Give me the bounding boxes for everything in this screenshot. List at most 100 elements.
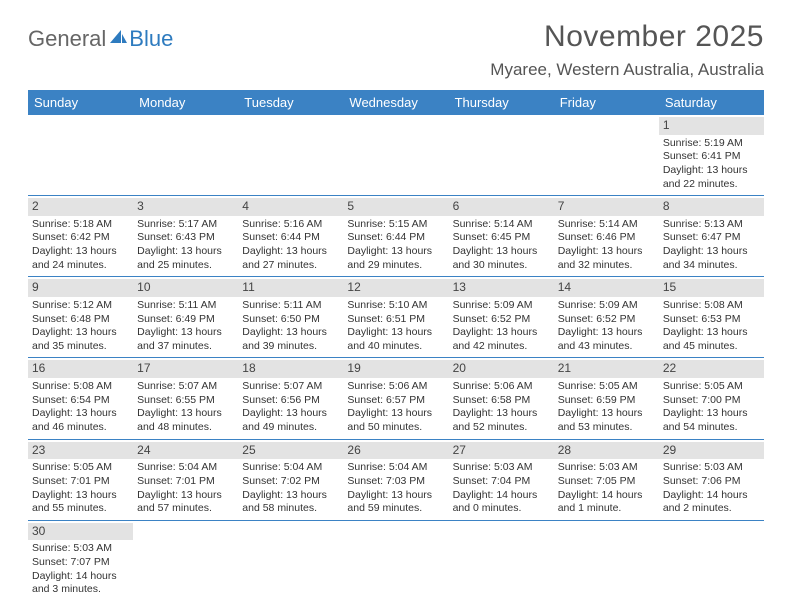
sunrise-text: Sunrise: 5:16 AM (242, 218, 339, 232)
calendar-cell: 13Sunrise: 5:09 AMSunset: 6:52 PMDayligh… (449, 277, 554, 357)
calendar-cell: 9Sunrise: 5:12 AMSunset: 6:48 PMDaylight… (28, 277, 133, 357)
day-number (449, 117, 554, 135)
day-number: 26 (343, 442, 448, 460)
day-number: 30 (28, 523, 133, 541)
logo-text-general: General (28, 26, 106, 52)
sunset-text: Sunset: 6:44 PM (347, 231, 444, 245)
week-row: 16Sunrise: 5:08 AMSunset: 6:54 PMDayligh… (28, 358, 764, 439)
calendar-page: General Blue November 2025 Myaree, Weste… (0, 0, 792, 611)
daylight-text: Daylight: 13 hours and 27 minutes. (242, 245, 339, 272)
sunrise-text: Sunrise: 5:08 AM (663, 299, 760, 313)
daylight-text: Daylight: 13 hours and 50 minutes. (347, 407, 444, 434)
day-number: 8 (659, 198, 764, 216)
sunset-text: Sunset: 6:55 PM (137, 394, 234, 408)
sunrise-text: Sunrise: 5:19 AM (663, 137, 760, 151)
sunset-text: Sunset: 7:04 PM (453, 475, 550, 489)
day-number (28, 117, 133, 135)
sunrise-text: Sunrise: 5:15 AM (347, 218, 444, 232)
day-number: 7 (554, 198, 659, 216)
logo-sail-icon (106, 26, 129, 52)
calendar-cell: 16Sunrise: 5:08 AMSunset: 6:54 PMDayligh… (28, 358, 133, 438)
calendar-cell: 22Sunrise: 5:05 AMSunset: 7:00 PMDayligh… (659, 358, 764, 438)
daylight-text: Daylight: 13 hours and 43 minutes. (558, 326, 655, 353)
calendar-cell: 7Sunrise: 5:14 AMSunset: 6:46 PMDaylight… (554, 196, 659, 276)
sunrise-text: Sunrise: 5:03 AM (453, 461, 550, 475)
logo-text-blue: Blue (129, 26, 173, 52)
weeks-container: 1Sunrise: 5:19 AMSunset: 6:41 PMDaylight… (28, 115, 764, 601)
calendar-cell-empty (238, 115, 343, 195)
daylight-text: Daylight: 13 hours and 29 minutes. (347, 245, 444, 272)
daylight-text: Daylight: 13 hours and 48 minutes. (137, 407, 234, 434)
day-number: 27 (449, 442, 554, 460)
calendar-cell: 15Sunrise: 5:08 AMSunset: 6:53 PMDayligh… (659, 277, 764, 357)
sunset-text: Sunset: 6:45 PM (453, 231, 550, 245)
calendar-cell-empty (238, 521, 343, 601)
day-number: 4 (238, 198, 343, 216)
daylight-text: Daylight: 13 hours and 57 minutes. (137, 489, 234, 516)
day-number (554, 117, 659, 135)
day-number: 3 (133, 198, 238, 216)
sunset-text: Sunset: 6:57 PM (347, 394, 444, 408)
daylight-text: Daylight: 13 hours and 25 minutes. (137, 245, 234, 272)
calendar-cell: 21Sunrise: 5:05 AMSunset: 6:59 PMDayligh… (554, 358, 659, 438)
calendar-cell-empty (343, 521, 448, 601)
calendar-cell: 20Sunrise: 5:06 AMSunset: 6:58 PMDayligh… (449, 358, 554, 438)
day-number: 29 (659, 442, 764, 460)
weekday-header: Saturday (659, 90, 764, 115)
calendar-cell: 11Sunrise: 5:11 AMSunset: 6:50 PMDayligh… (238, 277, 343, 357)
daylight-text: Daylight: 13 hours and 59 minutes. (347, 489, 444, 516)
day-number (238, 523, 343, 541)
sunset-text: Sunset: 7:01 PM (32, 475, 129, 489)
calendar-cell: 25Sunrise: 5:04 AMSunset: 7:02 PMDayligh… (238, 440, 343, 520)
calendar-cell: 23Sunrise: 5:05 AMSunset: 7:01 PMDayligh… (28, 440, 133, 520)
title-block: November 2025 Myaree, Western Australia,… (490, 20, 764, 80)
daylight-text: Daylight: 13 hours and 32 minutes. (558, 245, 655, 272)
location-subtitle: Myaree, Western Australia, Australia (490, 60, 764, 80)
sunset-text: Sunset: 6:42 PM (32, 231, 129, 245)
day-number: 25 (238, 442, 343, 460)
daylight-text: Daylight: 13 hours and 35 minutes. (32, 326, 129, 353)
calendar-cell: 12Sunrise: 5:10 AMSunset: 6:51 PMDayligh… (343, 277, 448, 357)
calendar-cell: 2Sunrise: 5:18 AMSunset: 6:42 PMDaylight… (28, 196, 133, 276)
sunset-text: Sunset: 7:05 PM (558, 475, 655, 489)
daylight-text: Daylight: 13 hours and 46 minutes. (32, 407, 129, 434)
day-number: 14 (554, 279, 659, 297)
sunrise-text: Sunrise: 5:18 AM (32, 218, 129, 232)
day-number: 12 (343, 279, 448, 297)
sunrise-text: Sunrise: 5:09 AM (453, 299, 550, 313)
sunrise-text: Sunrise: 5:12 AM (32, 299, 129, 313)
sunset-text: Sunset: 7:07 PM (32, 556, 129, 570)
daylight-text: Daylight: 13 hours and 49 minutes. (242, 407, 339, 434)
calendar-cell: 19Sunrise: 5:06 AMSunset: 6:57 PMDayligh… (343, 358, 448, 438)
day-number: 1 (659, 117, 764, 135)
daylight-text: Daylight: 13 hours and 37 minutes. (137, 326, 234, 353)
sunrise-text: Sunrise: 5:05 AM (663, 380, 760, 394)
day-number: 11 (238, 279, 343, 297)
month-title: November 2025 (490, 20, 764, 54)
calendar-cell: 18Sunrise: 5:07 AMSunset: 6:56 PMDayligh… (238, 358, 343, 438)
day-number: 13 (449, 279, 554, 297)
sunrise-text: Sunrise: 5:17 AM (137, 218, 234, 232)
day-number (343, 523, 448, 541)
week-row: 1Sunrise: 5:19 AMSunset: 6:41 PMDaylight… (28, 115, 764, 196)
day-number: 18 (238, 360, 343, 378)
calendar-cell: 29Sunrise: 5:03 AMSunset: 7:06 PMDayligh… (659, 440, 764, 520)
daylight-text: Daylight: 13 hours and 45 minutes. (663, 326, 760, 353)
daylight-text: Daylight: 13 hours and 53 minutes. (558, 407, 655, 434)
day-number: 15 (659, 279, 764, 297)
day-number: 2 (28, 198, 133, 216)
sunrise-text: Sunrise: 5:05 AM (32, 461, 129, 475)
sunrise-text: Sunrise: 5:07 AM (137, 380, 234, 394)
daylight-text: Daylight: 13 hours and 54 minutes. (663, 407, 760, 434)
weekday-header: Monday (133, 90, 238, 115)
day-number (659, 523, 764, 541)
daylight-text: Daylight: 14 hours and 0 minutes. (453, 489, 550, 516)
daylight-text: Daylight: 13 hours and 55 minutes. (32, 489, 129, 516)
sunrise-text: Sunrise: 5:10 AM (347, 299, 444, 313)
sunset-text: Sunset: 6:46 PM (558, 231, 655, 245)
calendar-cell: 8Sunrise: 5:13 AMSunset: 6:47 PMDaylight… (659, 196, 764, 276)
sunrise-text: Sunrise: 5:08 AM (32, 380, 129, 394)
weekday-header: Friday (554, 90, 659, 115)
day-number (238, 117, 343, 135)
sunset-text: Sunset: 6:58 PM (453, 394, 550, 408)
